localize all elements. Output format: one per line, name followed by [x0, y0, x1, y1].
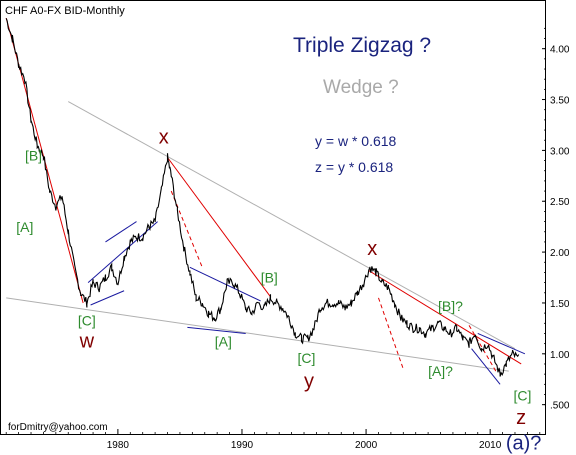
wedge-line-6: [471, 348, 501, 385]
wave-label-14: (a)?: [506, 432, 542, 454]
wave-label-13: z: [516, 407, 526, 429]
wave-label-7: [C]: [298, 350, 316, 366]
channel-line-1: [68, 101, 516, 350]
trend-line-2: [368, 269, 522, 365]
projection-line-2: [468, 325, 497, 373]
wedge-line-0: [90, 290, 125, 306]
projection-line-1: [378, 297, 404, 370]
subheadline-annotation: Wedge ?: [323, 77, 399, 98]
y-tick-label-0: 4.00: [550, 45, 570, 56]
wave-labels: [B] [A] [C] w x [B] [A] [C] y x [B]? [A]? [C] z (a)?: [16, 126, 541, 454]
wave-label-10: [B]?: [438, 298, 463, 314]
x-tick-label-2: 2000: [355, 440, 378, 451]
wave-label-11: [A]?: [428, 363, 453, 379]
x-axis: 1980 1990 2000 2010: [5, 429, 541, 451]
x-tick-label-3: 2010: [479, 440, 502, 451]
credit-text: forDmitry@yahoo.com: [8, 422, 108, 433]
chart-title: CHF A0-FX BID-Monthly: [5, 5, 125, 17]
channel-line-0: [6, 297, 509, 372]
wave-label-12: [C]: [513, 388, 531, 404]
headline-annotation: Triple Zigzag ?: [293, 34, 431, 57]
wave-label-4: x: [159, 126, 169, 148]
wave-label-8: y: [304, 370, 314, 392]
y-tick-label-4: 2.00: [550, 248, 570, 259]
wedge-line-3: [189, 266, 261, 302]
wave-label-5: [B]: [261, 270, 278, 286]
x-tick-label-1: 1990: [231, 440, 254, 451]
formula-1: y = w * 0.618: [315, 133, 397, 149]
wave-label-2: [C]: [78, 312, 96, 328]
trend-line-1: [167, 157, 271, 298]
wave-label-6: [A]: [215, 334, 232, 350]
wedge-line-4: [187, 326, 246, 334]
y-tick-label-6: 1.00: [550, 350, 570, 361]
price-line-0: [5, 18, 520, 377]
y-tick-label-1: 3.50: [550, 96, 570, 107]
wave-label-3: w: [79, 331, 95, 353]
wave-label-0: [B]: [25, 148, 42, 164]
y-tick-label-2: 3.00: [550, 146, 570, 157]
price-series: [5, 18, 520, 377]
y-tick-label-3: 2.50: [550, 197, 570, 208]
y-tick-label-7: .500: [550, 401, 570, 412]
plot-frame: [0, 0, 546, 435]
wave-label-1: [A]: [16, 219, 33, 235]
y-tick-label-5: 1.50: [550, 299, 570, 310]
y-axis: 4.00 3.50 3.00 2.50 2.00 1.50 1.00 .500: [542, 27, 570, 412]
wave-label-9: x: [367, 238, 377, 260]
x-tick-label-0: 1980: [107, 440, 130, 451]
wedge-line-5: [477, 333, 526, 355]
wedge-line-2: [105, 221, 137, 243]
formula-2: z = y * 0.618: [315, 159, 393, 175]
